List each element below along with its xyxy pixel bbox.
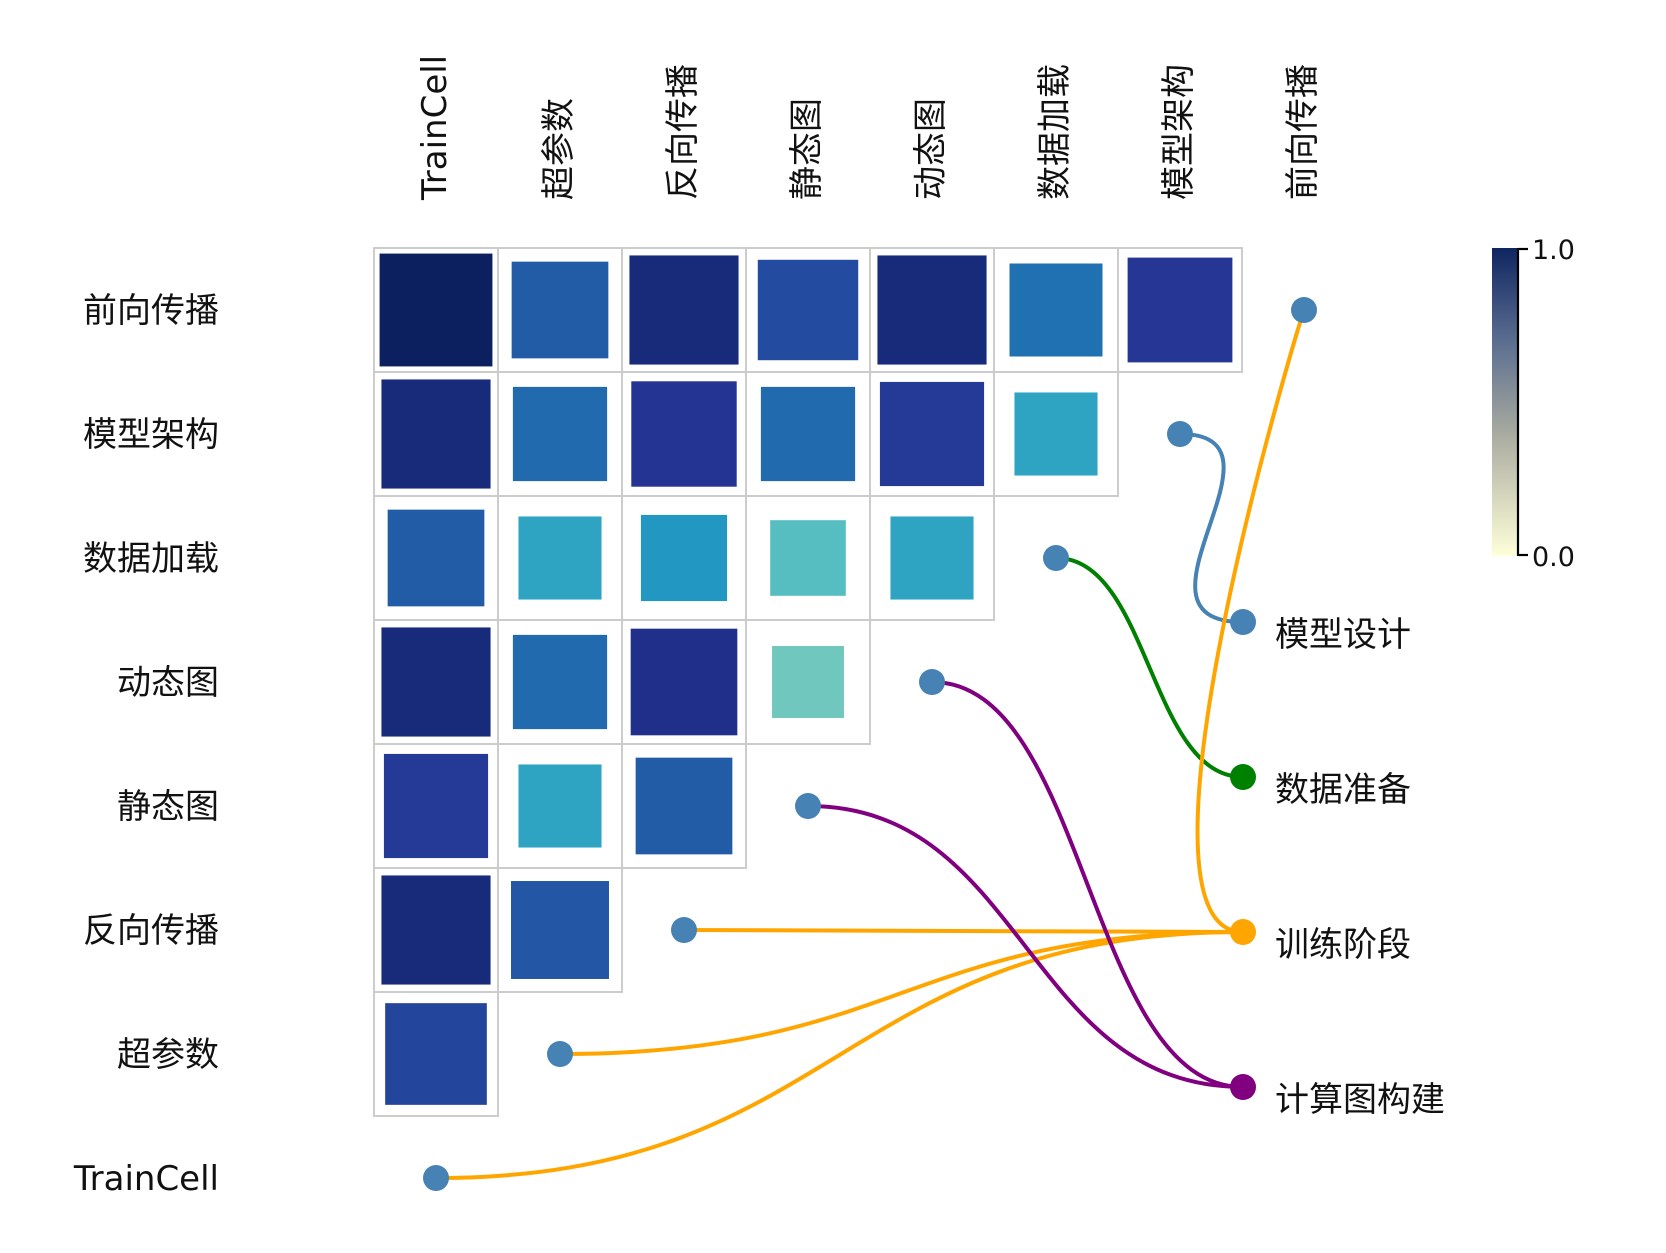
heatmap-cell [760, 386, 856, 482]
heatmap-cell [1009, 263, 1103, 357]
heatmap-cell [511, 261, 609, 359]
heatmap-cell-border [497, 867, 623, 993]
colorbar-gradient [1492, 248, 1518, 556]
heatmap-cell [387, 509, 485, 607]
heatmap-cell [518, 516, 602, 600]
heatmap-cell-border [621, 743, 747, 869]
heatmap-cell [630, 628, 738, 736]
row-label: 动态图 [117, 663, 219, 703]
group-anchor-dot [1230, 609, 1256, 635]
heatmap-cell-border [1117, 247, 1243, 373]
heatmap-cell [512, 634, 608, 730]
group-label: 计算图构建 [1275, 1080, 1445, 1120]
heatmap-cell [879, 381, 985, 487]
group-link [1195, 308, 1306, 934]
group-anchor-dot [1230, 764, 1256, 790]
diagonal-nodes [423, 297, 1317, 1191]
diagonal-node [1167, 421, 1193, 447]
heatmap-cell [518, 764, 602, 848]
group-link [1179, 432, 1244, 624]
row-label: 超参数 [117, 1035, 219, 1075]
column-label: 反向传播 [663, 64, 703, 200]
heatmap-cell [631, 381, 737, 487]
row-label: 反向传播 [83, 911, 219, 951]
heatmap-cell-border [993, 371, 1119, 497]
column-labels: TrainCell 超参数 反向传播 静态图 动态图 数据加载 模型架构 前向传播 [415, 55, 1323, 201]
heatmap-cell-border [373, 991, 499, 1117]
heatmap-cell [635, 757, 733, 855]
heatmap-cell [381, 379, 491, 489]
group-label: 数据准备 [1275, 770, 1411, 810]
group-links [435, 308, 1306, 1180]
group-link [807, 804, 1244, 1089]
row-label: 前向传播 [83, 291, 219, 331]
column-label: 数据加载 [1035, 64, 1075, 200]
row-label: 数据加载 [83, 539, 219, 579]
heatmap-grid [373, 247, 1243, 1117]
column-label: TrainCell [415, 55, 455, 201]
colorbar: 1.0 0.0 [1492, 235, 1575, 573]
group-link [931, 680, 1244, 1089]
heatmap-cell [1014, 392, 1098, 476]
column-label: 静态图 [787, 98, 827, 200]
diagonal-node [1291, 297, 1317, 323]
group-anchor-dot [1230, 1074, 1256, 1100]
heatmap-cell-border [869, 495, 995, 621]
group-link [435, 930, 1244, 1180]
heatmap-cell [512, 386, 608, 482]
heatmap-cell [770, 520, 846, 596]
heatmap-cell [772, 646, 844, 718]
group-label: 训练阶段 [1275, 925, 1411, 965]
colorbar-label-min: 0.0 [1532, 542, 1575, 573]
group-link [683, 928, 1244, 934]
group-link [559, 930, 1244, 1056]
diagonal-node [671, 917, 697, 943]
heatmap-cell-border [745, 619, 871, 745]
heatmap-cell [629, 255, 739, 365]
colorbar-label-max: 1.0 [1532, 235, 1575, 266]
heatmap-cell [511, 881, 609, 979]
diagonal-node [1043, 545, 1069, 571]
group-anchor-dot [1230, 919, 1256, 945]
column-label: 动态图 [911, 98, 951, 200]
row-label: 模型架构 [83, 415, 219, 455]
heatmap-cell [890, 516, 974, 600]
group-label: 模型设计 [1275, 615, 1411, 655]
row-label: 静态图 [117, 787, 219, 827]
heatmap-cell [640, 514, 728, 602]
heatmap-cell [1127, 257, 1233, 363]
heatmap-cell [381, 875, 491, 985]
heatmap-cell [757, 259, 859, 361]
heatmap-cell [383, 753, 489, 859]
diagonal-node [919, 669, 945, 695]
row-label: TrainCell [73, 1159, 219, 1199]
column-label: 超参数 [539, 98, 579, 200]
heatmap-cell [877, 255, 987, 365]
heatmap-cell [379, 253, 493, 367]
diagonal-node [795, 793, 821, 819]
column-label: 模型架构 [1159, 64, 1199, 200]
heatmap-cell [385, 1003, 487, 1105]
column-label: 前向传播 [1283, 64, 1323, 200]
group-link [1055, 556, 1244, 779]
heatmap-cell [381, 627, 491, 737]
diagonal-node [547, 1041, 573, 1067]
diagonal-node [423, 1165, 449, 1191]
